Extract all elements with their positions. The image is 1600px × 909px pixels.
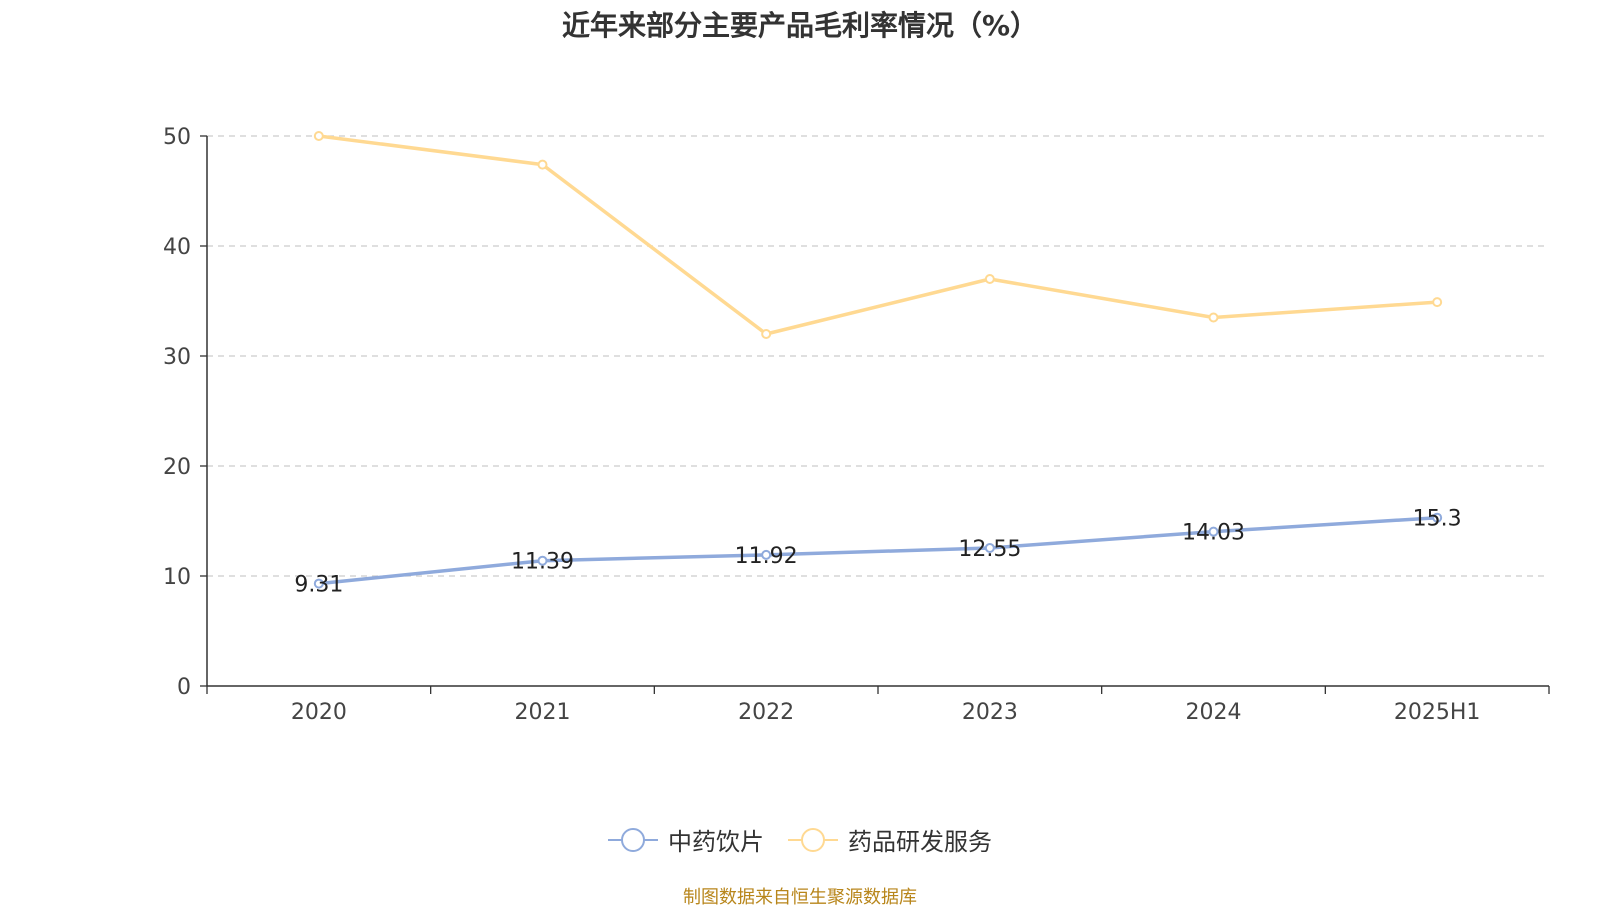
data-labels: 9.31 11.39 11.92 12.55 14.03 15.3 [294,507,1461,598]
data-point [537,555,548,566]
gridlines [207,135,1549,577]
source-note: 制图数据来自恒生聚源数据库 [683,887,917,908]
legend-label-1: 中药饮片 [668,828,764,856]
data-point [984,274,995,284]
series-lines [313,131,1443,589]
data-label: 11.39 [511,550,574,575]
data-label: 12.55 [958,537,1021,562]
legend-label-2: 药品研发服务 [848,828,992,856]
data-point [1208,312,1219,323]
line-chart: 0 10 20 30 40 50 2020 2021 2022 2023 2024 2025H1 9.… [163,125,1550,725]
data-point [313,131,324,141]
y-tick-label: 50 [163,125,191,150]
y-tick-label: 30 [163,345,191,370]
x-tick-label: 2023 [962,700,1018,725]
data-point [761,549,772,560]
x-tick-label: 2021 [515,700,571,725]
x-tick-label: 2020 [291,700,347,725]
legend-marker-1 [608,827,658,852]
legend-item-series-1[interactable]: 中药饮片 [608,822,764,857]
y-tick-label: 20 [163,455,191,480]
data-point [313,578,324,589]
data-label: 11.92 [735,544,798,569]
data-point [1432,297,1443,308]
series-line-2 [318,134,1438,336]
data-label: 15.3 [1413,507,1462,532]
data-point [1432,512,1443,523]
data-point [1208,526,1219,537]
axes: 0 10 20 30 40 50 2020 2021 2022 2023 2024 2025H1 [163,125,1550,725]
y-tick-label: 0 [177,675,191,700]
series-line-1 [318,515,1438,586]
legend: 中药饮片 药品研发服务 [0,822,1600,857]
data-label: 14.03 [1182,521,1245,546]
x-tick-label: 2022 [738,700,794,725]
data-point [984,542,995,553]
x-tick-label: 2025H1 [1394,700,1481,725]
y-tick-label: 10 [163,565,191,590]
chart-title: 近年来部分主要产品毛利率情况（%） [561,9,1039,42]
legend-marker-2 [788,827,838,852]
data-point [761,329,772,339]
legend-item-series-2[interactable]: 药品研发服务 [788,822,992,857]
x-tick-label: 2024 [1186,700,1242,725]
y-tick-label: 40 [163,235,191,260]
data-label: 9.31 [294,573,343,598]
data-point [537,159,548,170]
